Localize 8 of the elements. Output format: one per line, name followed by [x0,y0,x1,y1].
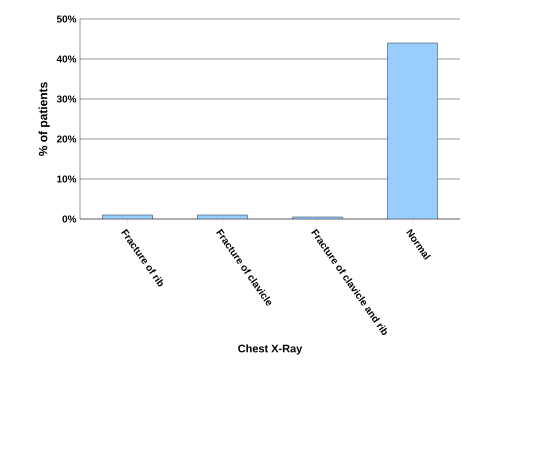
y-tick-label: 20% [56,135,76,143]
y-tick-label: 10% [57,175,76,183]
y-axis-title: % of patients [38,82,50,156]
y-tick-label: 40% [56,55,76,63]
y-tick-label: 0% [62,215,76,223]
x-axis-title: Chest X-Ray [238,344,302,355]
y-tick-label: 50% [56,15,76,23]
y-tick-label: 30% [56,95,76,103]
